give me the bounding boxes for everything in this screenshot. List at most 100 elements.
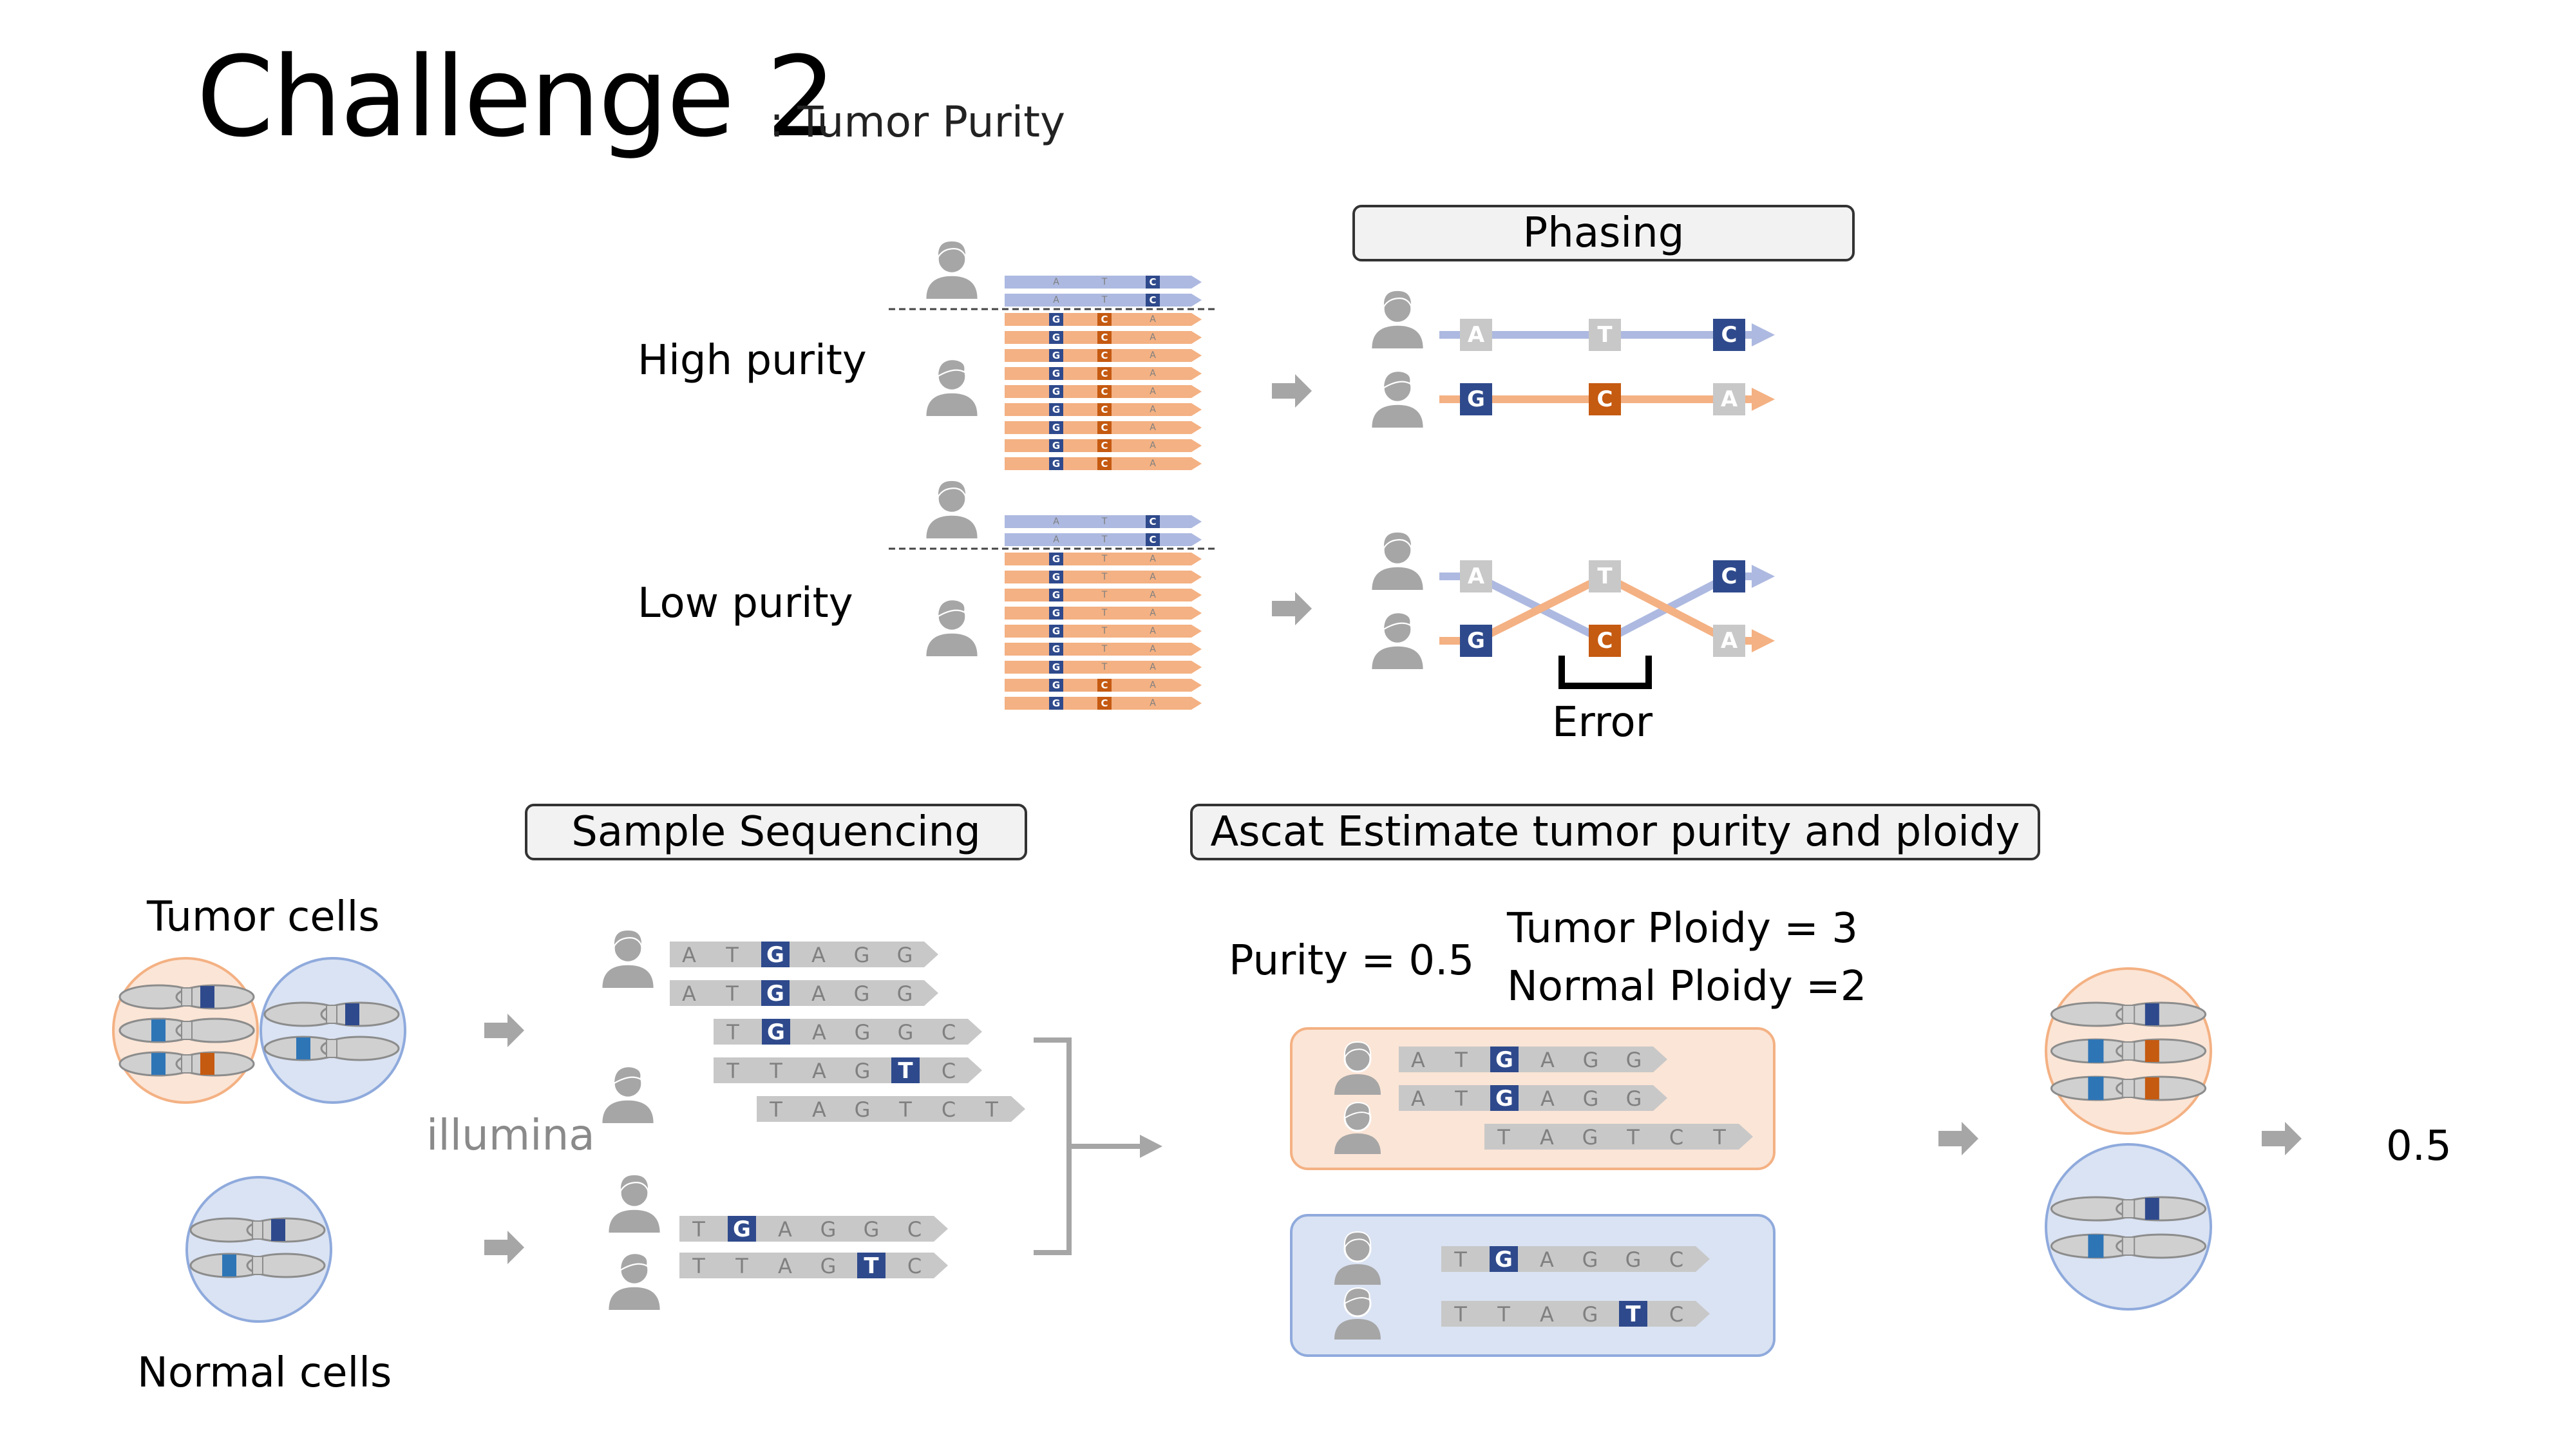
chromosome (189, 1253, 326, 1278)
chromosome (189, 1217, 326, 1243)
base-label: T (725, 943, 739, 967)
base-highlight (891, 1057, 920, 1083)
base-highlight (1049, 385, 1063, 398)
female-person-icon (609, 1173, 660, 1233)
base-label: T (898, 1058, 913, 1084)
base-label: G (1626, 1086, 1642, 1111)
base-label: C (1101, 404, 1108, 415)
base-highlight (1146, 515, 1160, 528)
base-label: T (735, 1254, 748, 1278)
base-label: C (1101, 458, 1108, 469)
base-label: T (1626, 1125, 1640, 1150)
arrow-right-icon (484, 1014, 524, 1047)
slide-subtitle: : Tumor Purity (770, 97, 1066, 147)
base-label: A (1540, 1125, 1554, 1150)
haplotype-arrowhead (1752, 565, 1775, 588)
base-label: A (1150, 626, 1156, 636)
base-label: G (1625, 1247, 1642, 1272)
base-label: G (1495, 1086, 1513, 1112)
base-highlight (1049, 553, 1063, 565)
allele-node (1460, 560, 1492, 592)
female-person-icon (1334, 1041, 1381, 1095)
base-label: A (1150, 459, 1156, 469)
female-person-icon (926, 479, 978, 538)
base-label: A (812, 1097, 826, 1122)
base-label: G (1626, 1048, 1642, 1072)
base-label: G (855, 1097, 871, 1122)
base-highlight (728, 1216, 756, 1242)
low-purity-reads: A T CA T CG T AG T AG T AG T AG T AG T AG T AG C AG C A (889, 515, 1217, 710)
base-label: C (1669, 1302, 1683, 1327)
base-label: G (1052, 643, 1060, 655)
base-label: C (1101, 368, 1108, 379)
base-label: A (1150, 608, 1156, 618)
error-bracket (1558, 656, 1652, 689)
base-label: G (854, 943, 870, 967)
male-person-icon (1372, 611, 1423, 669)
base-label: T (1101, 590, 1108, 600)
base-label: C (1149, 534, 1156, 545)
base-label: G (897, 943, 913, 967)
base-label: G (1495, 1047, 1513, 1073)
base-label: T (985, 1097, 998, 1122)
base-label: T (1625, 1302, 1641, 1327)
normal-cell (260, 957, 406, 1104)
base-label: T (1101, 608, 1108, 618)
phasing-label: Phasing (1522, 209, 1685, 257)
base-label: C (907, 1217, 922, 1242)
base-label: A (1053, 295, 1059, 305)
base-label: A (682, 943, 696, 967)
base-highlight (1490, 1246, 1518, 1272)
base-label: T (1101, 554, 1108, 564)
base-label: G (1582, 1247, 1598, 1272)
base-label: T (769, 1059, 782, 1083)
base-label: T (692, 1254, 705, 1278)
base-label: C (1101, 386, 1108, 397)
allele-label: C (1721, 322, 1738, 348)
normal-cell (185, 1176, 332, 1323)
base-label: A (1150, 590, 1156, 600)
base-label: G (855, 1020, 871, 1045)
allele-label: C (1597, 628, 1613, 654)
base-label: C (907, 1254, 922, 1278)
allele-node (1713, 383, 1745, 415)
base-highlight (1049, 403, 1063, 416)
base-label: T (1101, 277, 1108, 287)
illumina-label: illumina (426, 1110, 595, 1160)
base-label: A (1540, 1247, 1554, 1272)
base-label: G (1052, 625, 1060, 637)
read-bar (757, 1096, 1025, 1122)
male-person-icon (1372, 370, 1423, 428)
allele-label: G (1467, 628, 1485, 654)
base-label: G (1582, 1125, 1598, 1150)
variant-mark (271, 1219, 285, 1241)
base-label: C (1149, 276, 1156, 288)
base-highlight (1490, 1085, 1519, 1111)
chromosome (2050, 1001, 2207, 1027)
female-person-icon (1334, 1231, 1381, 1285)
read-bar (1399, 1085, 1667, 1111)
base-label: T (898, 1097, 912, 1122)
arrow-right-icon (2262, 1122, 2302, 1155)
base-label: A (1150, 368, 1156, 379)
base-label: T (1497, 1125, 1510, 1150)
base-label: T (1712, 1125, 1726, 1150)
base-label: G (1052, 661, 1060, 673)
slide-title: Challenge 2 (196, 32, 837, 162)
read-bar (670, 942, 938, 967)
chromosome (2050, 1196, 2207, 1222)
base-label: T (1454, 1302, 1467, 1327)
base-label: A (811, 943, 826, 967)
sample-sequencing-label: Sample Sequencing (571, 808, 981, 856)
variant-mark (2145, 1003, 2159, 1025)
base-highlight (1097, 331, 1112, 344)
phasing-box: Phasing (1352, 205, 1855, 261)
base-highlight (1049, 367, 1063, 380)
base-label: A (1053, 516, 1059, 527)
allele-node (1460, 319, 1492, 351)
arrow-right-icon (1272, 374, 1312, 408)
